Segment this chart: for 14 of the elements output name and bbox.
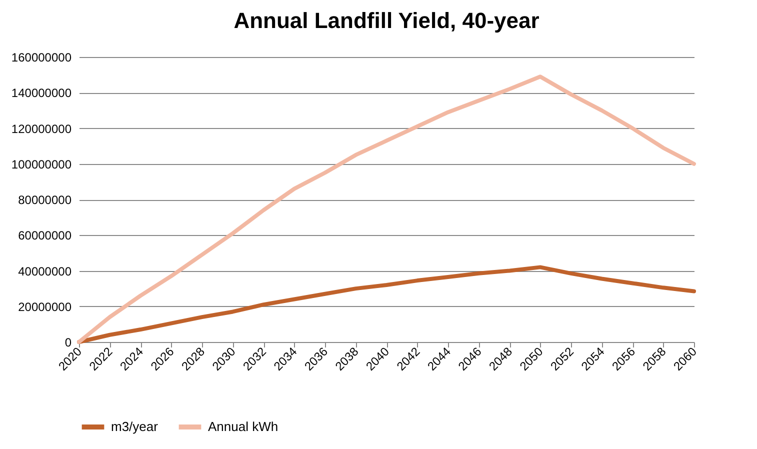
y-tick-label: 140000000 bbox=[11, 86, 72, 100]
line-series bbox=[77, 74, 696, 344]
y-tick-label: 0 bbox=[64, 336, 72, 350]
chart-title: Annual Landfill Yield, 40-year bbox=[234, 8, 540, 33]
y-tick-label: 20000000 bbox=[18, 300, 72, 314]
y-tick-label: 160000000 bbox=[11, 50, 72, 64]
y-tick-label: 120000000 bbox=[11, 122, 72, 136]
y-tick-label: 60000000 bbox=[18, 228, 72, 243]
legend-label: Annual kWh bbox=[208, 419, 278, 434]
y-tick-label: 100000000 bbox=[11, 157, 72, 172]
y-tick-label: 40000000 bbox=[18, 264, 72, 278]
legend-label: m3/year bbox=[111, 419, 159, 434]
line-series bbox=[77, 265, 696, 344]
y-tick-label: 80000000 bbox=[18, 193, 72, 207]
